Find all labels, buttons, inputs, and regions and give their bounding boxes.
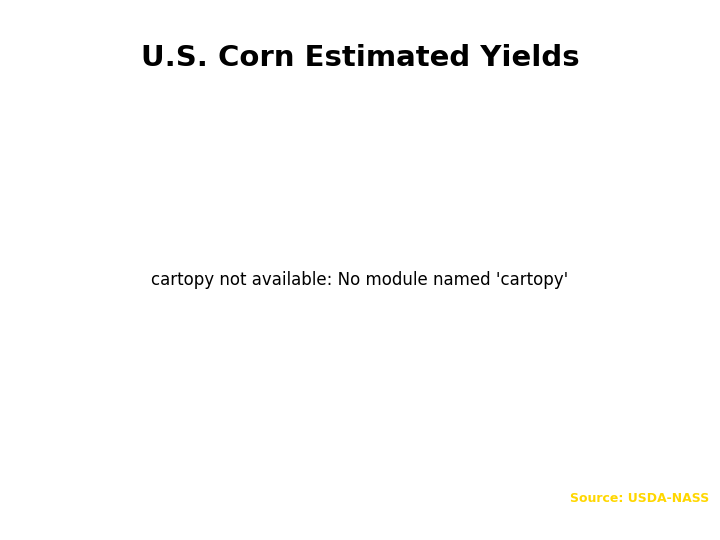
Text: Iowa State University: Iowa State University (11, 490, 210, 507)
Text: Extension and Outreach/Department of Economics: Extension and Outreach/Department of Eco… (11, 523, 275, 532)
Text: U.S. Corn Estimated Yields: U.S. Corn Estimated Yields (140, 44, 580, 72)
Text: Source: USDA-NASS: Source: USDA-NASS (570, 491, 709, 504)
Text: Ag Decision Maker: Ag Decision Maker (547, 521, 709, 535)
Text: cartopy not available: No module named 'cartopy': cartopy not available: No module named '… (151, 271, 569, 289)
